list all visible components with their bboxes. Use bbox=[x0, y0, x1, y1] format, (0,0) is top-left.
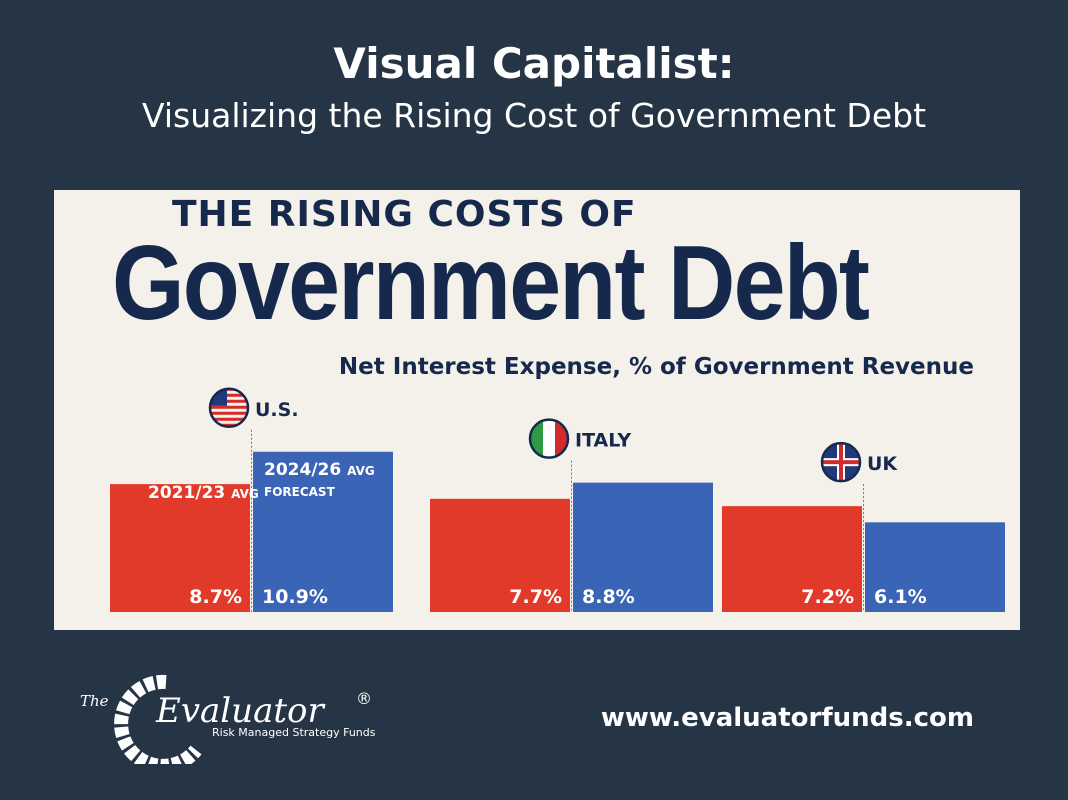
value-label-1-series-1: 8.7% bbox=[189, 586, 242, 608]
evaluator-logo: The Evaluator ® Risk Managed Strategy Fu… bbox=[80, 674, 376, 764]
legend-series-2: 2024/26 AVG bbox=[264, 460, 375, 480]
category-label-1: U.S. bbox=[255, 399, 299, 421]
uk-flag-icon bbox=[820, 441, 862, 483]
us-flag-icon bbox=[208, 387, 250, 429]
category-label-2: ITALY bbox=[575, 430, 631, 452]
logo-main: Evaluator bbox=[155, 691, 325, 731]
bar-2-series-2 bbox=[573, 482, 713, 612]
logo-registered-mark: ® bbox=[356, 689, 372, 708]
infographic-subtitle: Net Interest Expense, % of Government Re… bbox=[338, 354, 974, 380]
bar-1-series-2 bbox=[253, 451, 393, 612]
page-title: Visual Capitalist: bbox=[333, 39, 735, 88]
infographic-card: THE RISING COSTS OF Government Debt Net … bbox=[54, 190, 1020, 630]
bar-chart: 8.7% 10.9% U.S. 7.7% 8.8% ITALY 7.2% 6.1% UK 2021… bbox=[110, 387, 1005, 612]
footer-url[interactable]: www.evaluatorfunds.com bbox=[600, 703, 974, 733]
bar-3-series-2 bbox=[865, 522, 1005, 612]
infographic-headline: Government Debt bbox=[112, 224, 870, 342]
logo-tagline: Risk Managed Strategy Funds bbox=[212, 726, 376, 739]
category-label-3: UK bbox=[867, 453, 898, 475]
bar-1-series-1 bbox=[110, 484, 250, 612]
value-label-3-series-1: 7.2% bbox=[801, 586, 854, 608]
logo-prefix: The bbox=[80, 692, 109, 710]
value-label-2-series-1: 7.7% bbox=[509, 586, 562, 608]
value-label-1-series-2: 10.9% bbox=[262, 586, 328, 608]
legend-series-1: 2021/23 AVG bbox=[148, 483, 259, 503]
evaluator-logo-icon bbox=[114, 674, 202, 764]
value-label-2-series-2: 8.8% bbox=[582, 586, 635, 608]
value-label-3-series-2: 6.1% bbox=[874, 586, 927, 608]
bar-2-series-1 bbox=[430, 498, 570, 612]
page-header: Visual Capitalist: Visualizing the Risin… bbox=[0, 38, 1068, 138]
page-subtitle: Visualizing the Rising Cost of Governmen… bbox=[141, 96, 927, 135]
legend-series-2-forecast: FORECAST bbox=[264, 485, 336, 499]
infographic-kicker: THE RISING COSTS OF bbox=[172, 194, 637, 235]
italy-flag-icon bbox=[528, 418, 570, 459]
bar-3-series-1 bbox=[722, 506, 862, 612]
